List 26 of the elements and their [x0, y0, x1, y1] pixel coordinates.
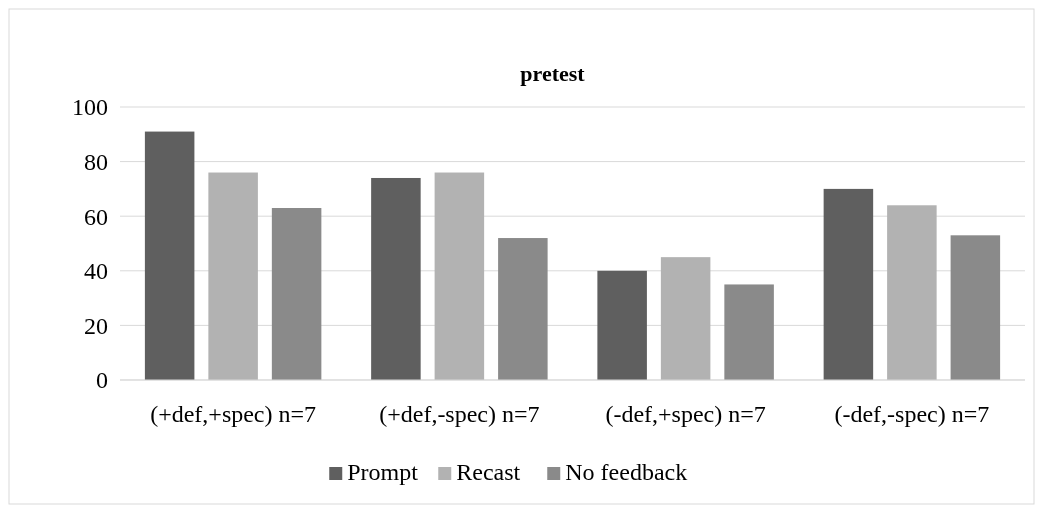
bar — [724, 284, 774, 380]
bar — [371, 177, 421, 380]
x-tick-label: (+def,-spec) n=7 — [379, 401, 540, 427]
bar — [950, 235, 1001, 380]
y-tick-label: 20 — [84, 312, 108, 339]
y-tick-label: 80 — [84, 149, 108, 175]
bar — [434, 172, 485, 380]
bar — [144, 131, 195, 380]
bar — [887, 205, 937, 380]
y-tick-label: 0 — [96, 367, 108, 394]
bar — [597, 270, 647, 380]
legend-label: Prompt — [347, 459, 419, 485]
x-tick-label: (+def,+spec) n=7 — [150, 401, 317, 427]
bar — [271, 208, 322, 380]
bar — [208, 172, 258, 380]
y-tick-label: 40 — [84, 258, 108, 285]
legend-label: No feedback — [565, 459, 688, 485]
y-tick-label: 60 — [84, 203, 108, 230]
y-tick-label: 100 — [72, 94, 108, 121]
x-tick-label: (-def,+spec) n=7 — [605, 401, 766, 427]
chart-title: pretest — [520, 61, 586, 86]
legend-label: Recast — [456, 459, 521, 485]
bar — [823, 188, 874, 380]
bar — [660, 257, 711, 380]
bar — [498, 238, 548, 380]
x-tick-label: (-def,-spec) n=7 — [834, 401, 990, 427]
